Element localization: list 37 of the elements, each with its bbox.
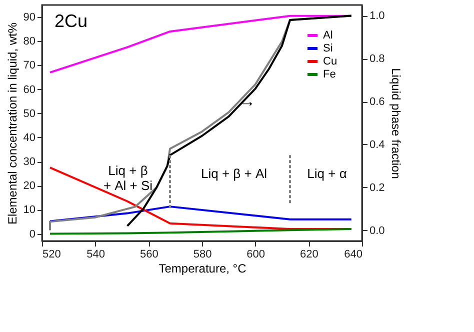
x-axis-title: Temperature, °C [158,262,247,276]
annotation: Liq + β + Al [200,166,268,181]
x-tick-label: 560 [140,248,158,260]
y-tick-label: 70 [23,60,36,72]
y2-axis-title: Liquid phase fraction [388,68,403,179]
legend-label: Cu [323,56,338,68]
line-series [49,206,352,222]
x-tick-label: 640 [344,248,362,260]
x-tick-label: 620 [300,248,318,260]
y-tick-label: 80 [23,36,36,48]
y-tick-label: 10 [23,204,36,216]
legend-label: Si [323,42,333,54]
y-tick-label: 40 [23,132,36,144]
y-tick-label: 50 [23,108,36,120]
y-tick-label: 60 [23,84,36,96]
y2-tick-label: 0.0 [370,224,385,237]
y-tick-label: 20 [23,180,36,192]
x-tick-label: 580 [193,248,212,260]
y2-tick-label: 0.8 [370,53,385,66]
legend-label: Al [323,30,333,42]
line-series [126,14,352,227]
x-tick-label: 600 [246,248,266,260]
legend-label: Fe [323,68,336,80]
annotation: → [239,93,256,110]
y2-tick-label: 0.4 [370,138,385,151]
y2-tick-label: 1.0 [370,10,385,22]
x-tick-label: 540 [86,248,106,260]
y2-tick-label: 0.6 [370,96,385,108]
y-tick-label: 90 [23,12,36,24]
annotation: 2Cu [54,11,88,31]
y-axis-title: Elemental concentration in liquid, wt% [5,22,20,225]
y-tick-label: 0 [29,228,36,240]
annotation: Liq + α [307,166,348,181]
annotation: Liq + β + Al + Si [103,163,153,193]
y-tick-label: 30 [23,156,36,168]
y2-tick-label: 0.2 [370,182,385,194]
x-tick-label: 520 [42,248,61,260]
